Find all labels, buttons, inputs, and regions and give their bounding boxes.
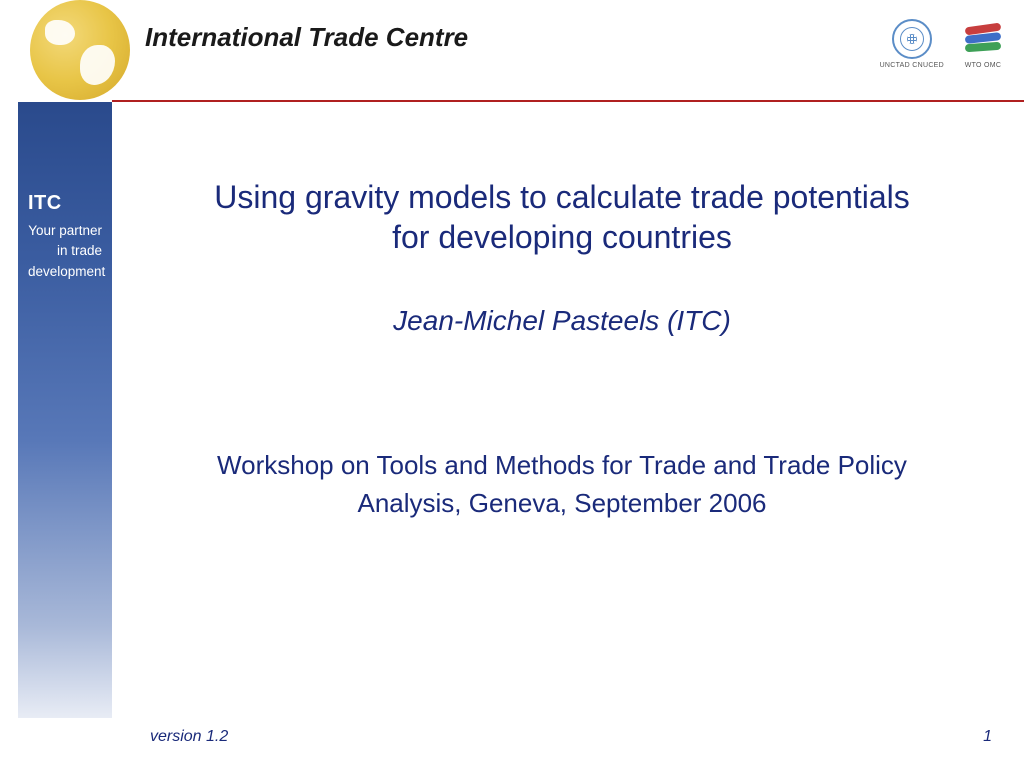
- header: International Trade Centre UNCTAD CNUCED…: [0, 0, 1024, 100]
- title-line1: Using gravity models to calculate trade …: [214, 179, 909, 215]
- main-content: Using gravity models to calculate trade …: [130, 102, 994, 708]
- sidebar-title: ITC: [28, 192, 102, 215]
- org-name: International Trade Centre: [145, 22, 468, 53]
- tagline-line2: in trade: [57, 243, 102, 258]
- unctad-logo: UNCTAD CNUCED: [880, 18, 944, 69]
- unctad-logo-icon: [891, 18, 933, 60]
- slide-author: Jean-Michel Pasteels (ITC): [393, 305, 731, 337]
- footer-page-number: 1: [983, 728, 992, 746]
- wto-logo-icon: [962, 18, 1004, 60]
- unctad-caption: UNCTAD CNUCED: [880, 62, 944, 69]
- globe-logo-icon: [30, 0, 130, 100]
- wto-logo: WTO OMC: [962, 18, 1004, 69]
- sidebar-tagline: Your partner in trade development: [28, 221, 102, 282]
- sidebar: ITC Your partner in trade development: [18, 102, 112, 718]
- partner-logos: UNCTAD CNUCED WTO OMC: [880, 18, 1004, 69]
- tagline-line3: development: [28, 264, 105, 279]
- title-line2: for developing countries: [392, 219, 732, 255]
- workshop-info: Workshop on Tools and Methods for Trade …: [172, 447, 952, 522]
- wto-caption: WTO OMC: [965, 62, 1002, 69]
- slide-title: Using gravity models to calculate trade …: [214, 177, 909, 257]
- tagline-line1: Your partner: [28, 223, 102, 238]
- footer-version: version 1.2: [150, 728, 228, 746]
